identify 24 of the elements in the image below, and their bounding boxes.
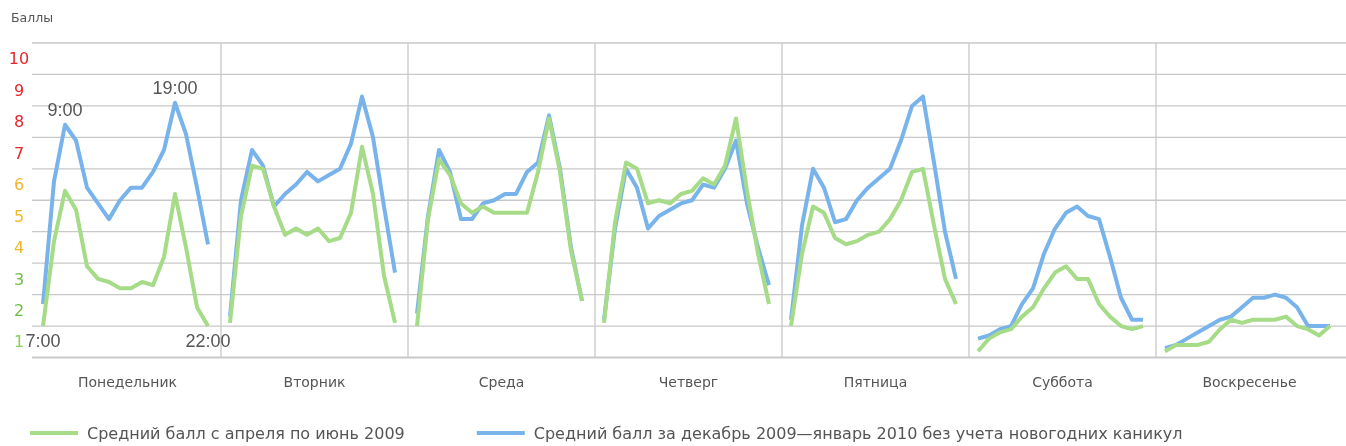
y-tick-label: 7: [13, 143, 25, 163]
text: Понедельник: [77, 374, 178, 390]
y-tick-label: 5: [13, 206, 25, 226]
x-tick-label: 19:00: [152, 77, 198, 98]
text: Четверг: [658, 374, 719, 390]
x-tick-label: 7:00: [25, 331, 61, 352]
text: Суббота: [1032, 374, 1093, 390]
x-tick-label: 9:00: [47, 99, 83, 120]
y-tick-label: 8: [13, 112, 25, 132]
text: Пятница: [843, 374, 908, 390]
y-tick-label: 2: [13, 300, 25, 320]
y-tick-label: 6: [13, 175, 25, 195]
y-tick-label: 1: [13, 332, 25, 352]
x-tick-label: 22:00: [185, 331, 231, 352]
legend-label: Средний балл с апреля по июнь 2009: [87, 423, 405, 443]
y-tick-label: 4: [13, 238, 25, 258]
y-axis-title: Баллы: [11, 10, 54, 25]
y-tick-label: 10: [8, 49, 30, 69]
text: Вторник: [283, 374, 346, 390]
legend-label: Средний балл за декабрь 2009—январь 2010 без учета новогодних каникул: [533, 423, 1183, 443]
y-tick-label: 3: [13, 269, 25, 289]
text: Воскресенье: [1202, 374, 1297, 390]
text: Среда: [478, 374, 525, 390]
y-tick-label: 9: [13, 80, 25, 100]
